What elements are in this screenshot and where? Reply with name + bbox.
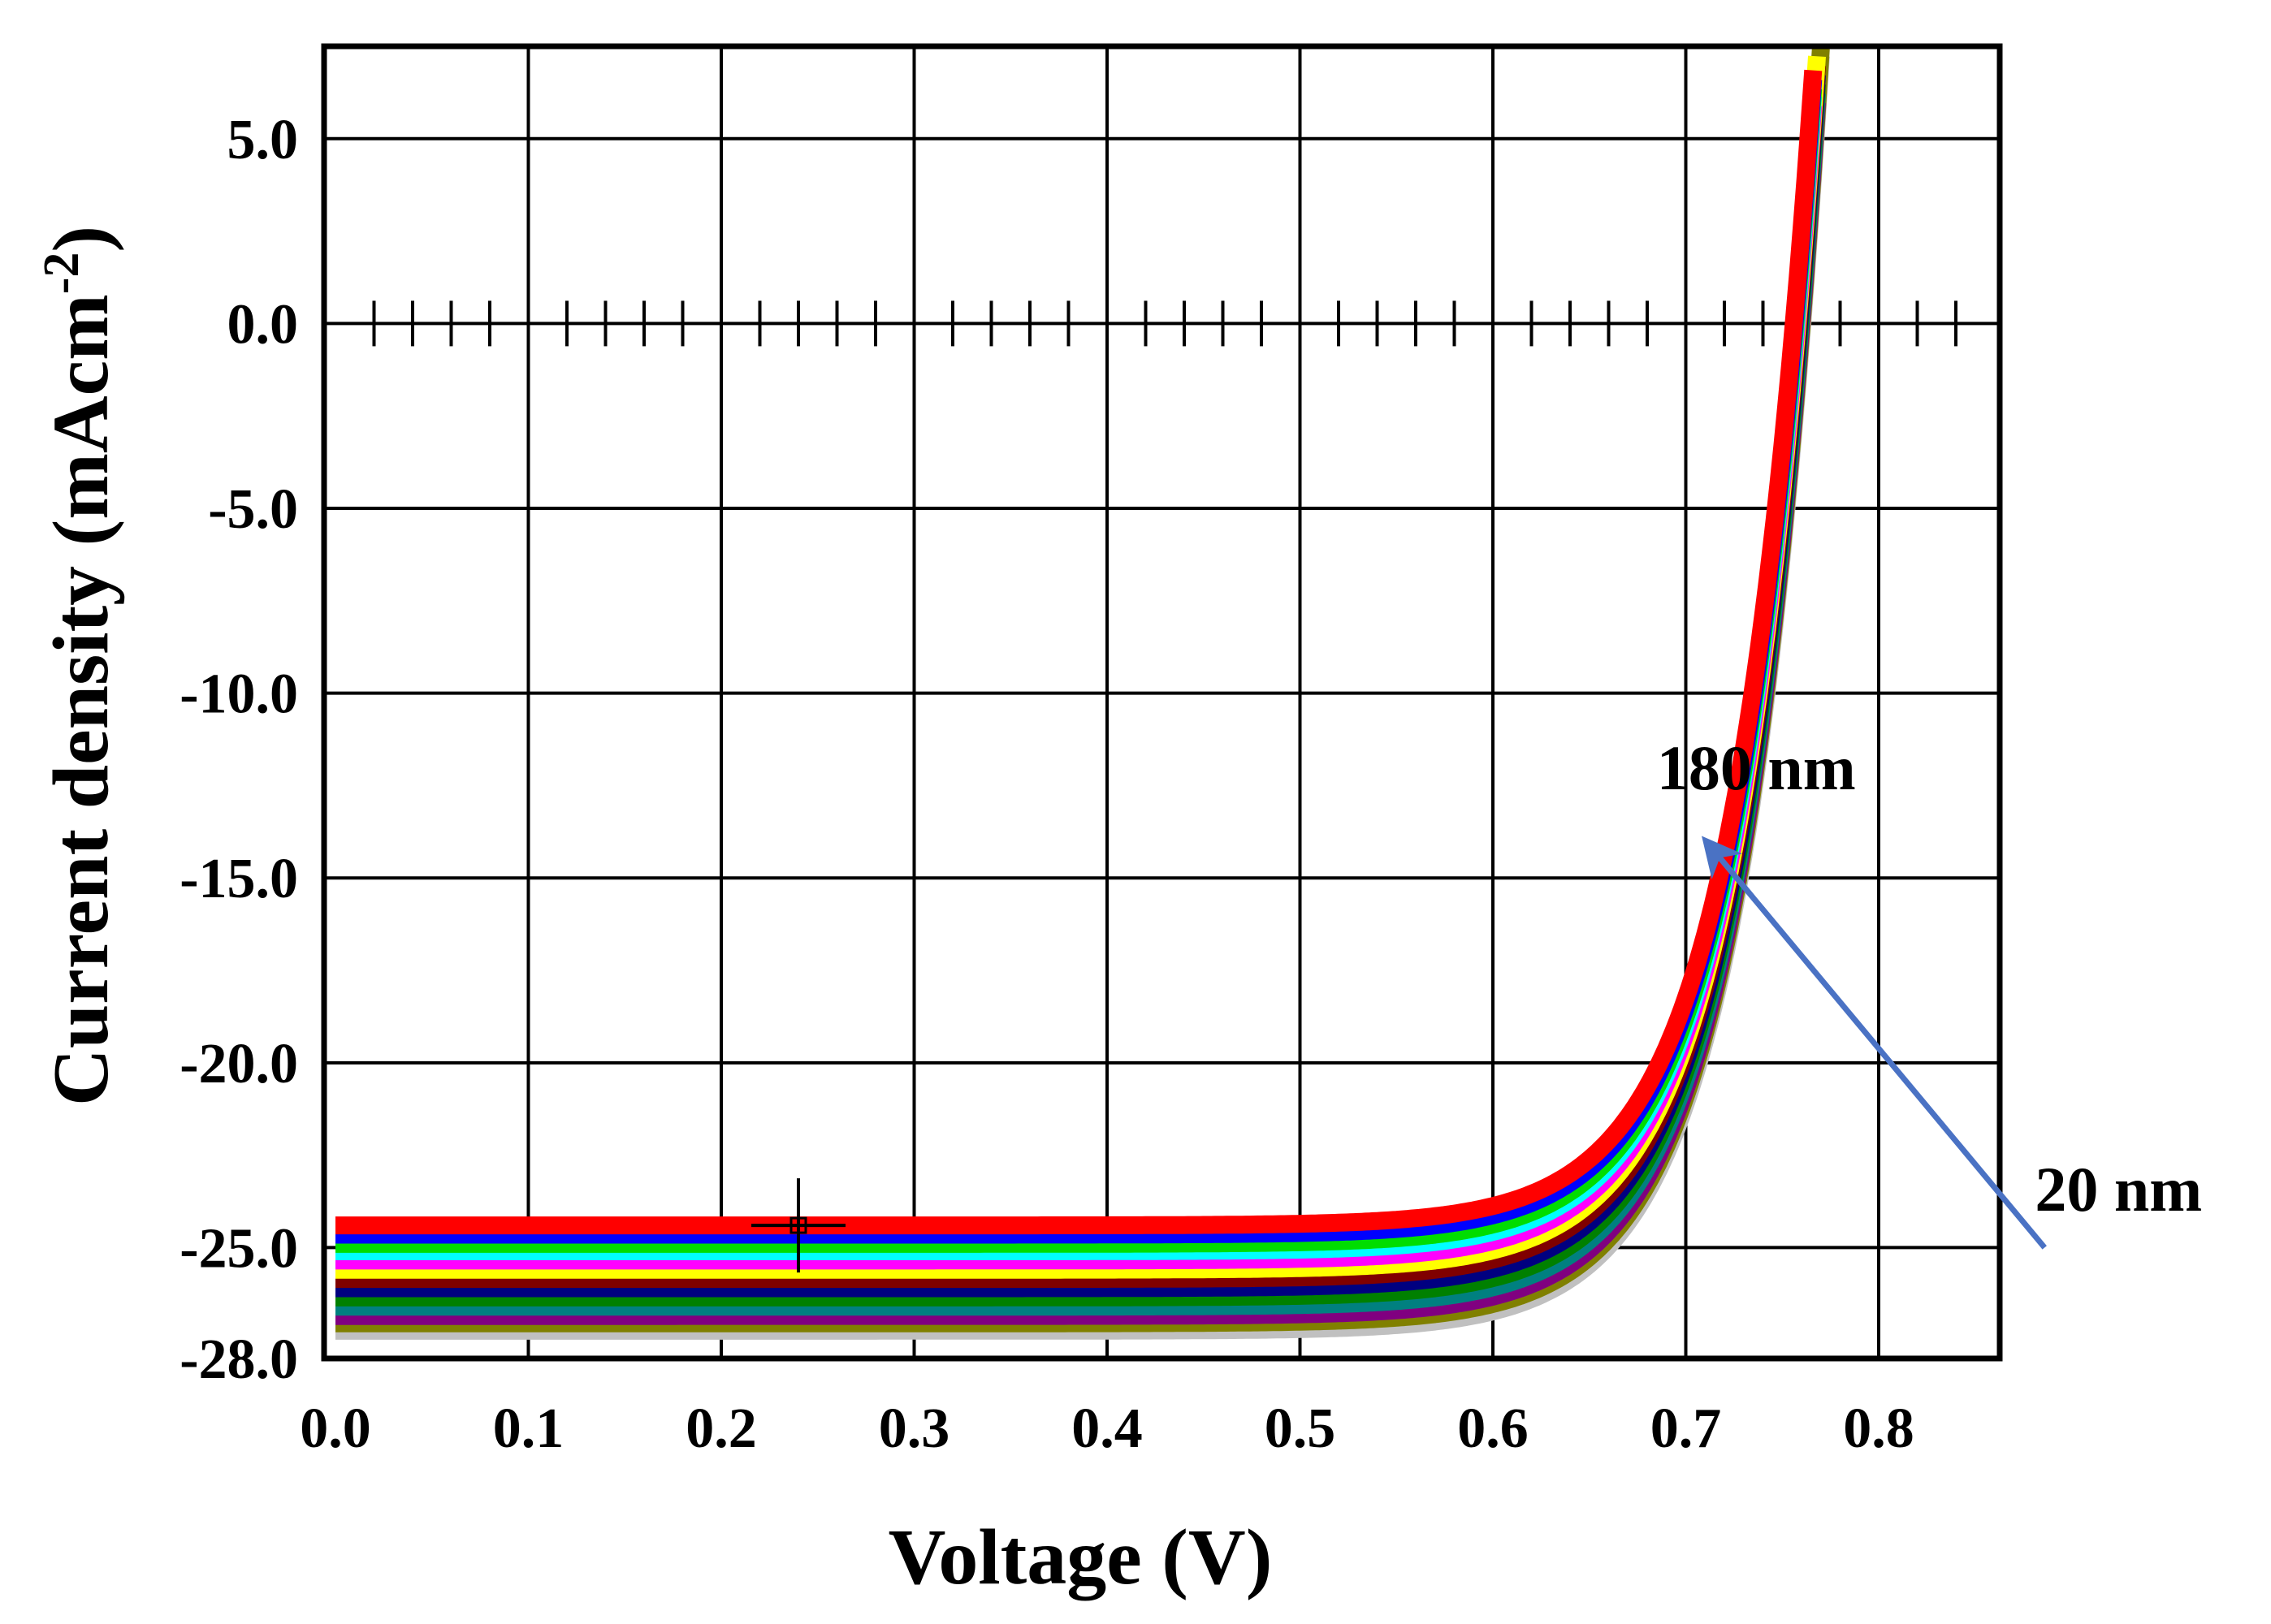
- x-tick-label: 0.6: [1457, 1397, 1529, 1460]
- x-tick-label: 0.3: [879, 1397, 950, 1460]
- y-tick-label: 0.0: [227, 293, 299, 356]
- series-curve: [330, 69, 1823, 1235]
- y-tick-label: -28.0: [180, 1328, 298, 1391]
- cursor-box: [789, 1216, 807, 1234]
- y-tick-label: -20.0: [180, 1033, 298, 1095]
- x-tick-labels: 0.0 0.1 0.2 0.3 0.4 0.5 0.6 0.7 0.8: [300, 1397, 1914, 1460]
- y-axis-title: Current density (mAcm-2): [34, 226, 125, 1106]
- y-tick-label: 5.0: [227, 109, 299, 171]
- x-tick-label: 0.0: [300, 1397, 371, 1460]
- plot-frame: [321, 43, 2003, 1362]
- series-curves: [330, 48, 1830, 1340]
- x-tick-label: 0.2: [686, 1397, 757, 1460]
- x-axis-title: Voltage (V): [889, 1514, 1273, 1601]
- zero-line-minor-ticks: [372, 300, 1957, 347]
- x-tick-label: 0.4: [1071, 1397, 1143, 1460]
- plot-area: [324, 46, 2000, 1358]
- y-axis-title-main: Current density (mAcm: [37, 294, 125, 1106]
- y-tick-label: -5.0: [208, 478, 298, 541]
- x-tick-label: 0.1: [493, 1397, 565, 1460]
- x-tick-label: 0.8: [1843, 1397, 1914, 1460]
- x-tick-label: 0.5: [1265, 1397, 1336, 1460]
- y-tick-label: -15.0: [180, 848, 298, 910]
- y-tick-labels: 5.0 0.0 -5.0 -10.0 -15.0 -20.0 -25.0 -28.0: [180, 109, 298, 1391]
- y-axis-title-close: ): [37, 226, 125, 253]
- x-tick-label: 0.7: [1650, 1397, 1722, 1460]
- y-tick-label: -10.0: [180, 663, 298, 726]
- annotations: 180 nm 20 nm: [1657, 732, 2202, 1250]
- y-axis-title-superscript: -2: [34, 253, 89, 295]
- annotation-label: 20 nm: [2035, 1154, 2202, 1224]
- annotation-label: 180 nm: [1657, 732, 1856, 803]
- annotation-arrow: [1702, 836, 2047, 1250]
- y-tick-label: -25.0: [180, 1217, 298, 1280]
- cursor-marker: [751, 1178, 846, 1273]
